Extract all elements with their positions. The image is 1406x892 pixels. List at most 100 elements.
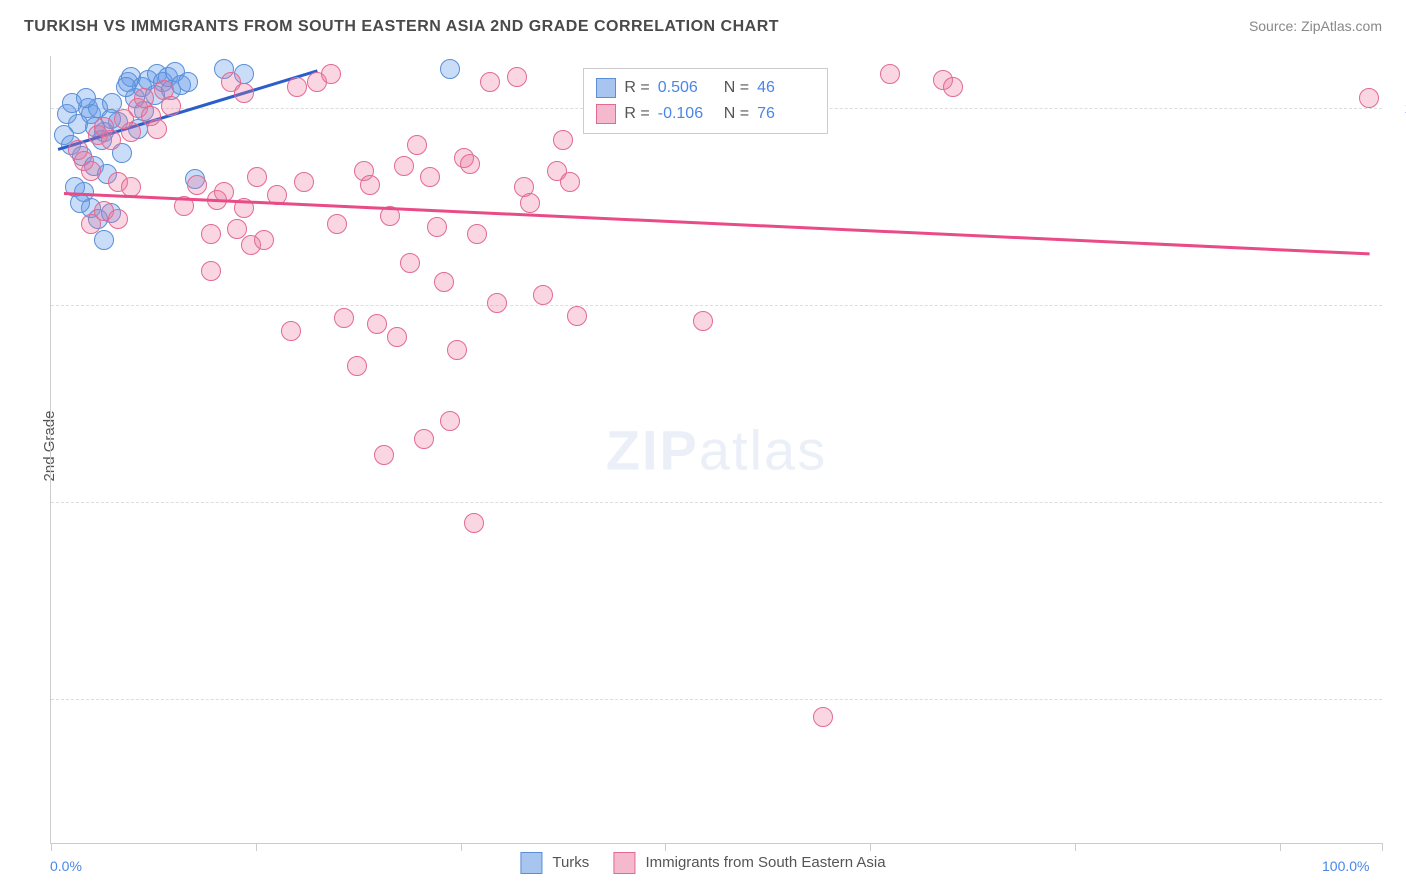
- scatter-point: [70, 193, 90, 213]
- scatter-point: [440, 59, 460, 79]
- legend-swatch-turks: [520, 852, 542, 874]
- scatter-point: [327, 214, 347, 234]
- stats-row: R = 0.506 N = 46: [596, 75, 815, 101]
- stats-swatch: [596, 78, 616, 98]
- scatter-point: [414, 429, 434, 449]
- scatter-point: [294, 172, 314, 192]
- legend-item-turks: Turks: [520, 852, 589, 874]
- x-tick-mark: [461, 843, 462, 851]
- x-tick-mark: [1280, 843, 1281, 851]
- x-axis-min-label: 0.0%: [50, 858, 82, 874]
- y-tick-label: 77.5%: [1392, 691, 1406, 707]
- scatter-point: [394, 156, 414, 176]
- legend-bottom: Turks Immigrants from South Eastern Asia: [520, 852, 885, 874]
- scatter-point: [187, 175, 207, 195]
- x-tick-mark: [51, 843, 52, 851]
- y-tick-label: 85.0%: [1392, 494, 1406, 510]
- stats-r-value: 0.506: [658, 75, 716, 101]
- x-tick-mark: [1075, 843, 1076, 851]
- scatter-point: [281, 321, 301, 341]
- stats-n-value: 76: [757, 101, 815, 127]
- y-tick-label: 92.5%: [1392, 297, 1406, 313]
- chart-title: TURKISH VS IMMIGRANTS FROM SOUTH EASTERN…: [24, 18, 779, 36]
- scatter-point: [201, 224, 221, 244]
- scatter-point: [360, 175, 380, 195]
- gridline-horizontal: [51, 699, 1382, 700]
- scatter-point: [880, 64, 900, 84]
- scatter-point: [447, 340, 467, 360]
- scatter-point: [400, 253, 420, 273]
- gridline-horizontal: [51, 502, 1382, 503]
- scatter-point: [347, 356, 367, 376]
- scatter-point: [533, 285, 553, 305]
- watermark-rest: atlas: [699, 418, 827, 481]
- x-tick-mark: [1382, 843, 1383, 851]
- stats-n-label: N =: [724, 75, 749, 101]
- scatter-point: [553, 130, 573, 150]
- scatter-point: [440, 411, 460, 431]
- stats-row: R = -0.106 N = 76: [596, 101, 815, 127]
- scatter-point: [161, 96, 181, 116]
- scatter-point: [247, 167, 267, 187]
- scatter-point: [254, 230, 274, 250]
- legend-swatch-immigrants: [613, 852, 635, 874]
- watermark: ZIPatlas: [606, 417, 827, 482]
- plot-area: ZIPatlas 77.5%85.0%92.5%100.0%R =0.506N …: [50, 56, 1382, 844]
- y-tick-label: 100.0%: [1392, 100, 1406, 116]
- scatter-point: [321, 64, 341, 84]
- watermark-bold: ZIP: [606, 418, 699, 481]
- scatter-point: [693, 311, 713, 331]
- chart-container: TURKISH VS IMMIGRANTS FROM SOUTH EASTERN…: [0, 0, 1406, 892]
- scatter-point: [134, 88, 154, 108]
- scatter-point: [374, 445, 394, 465]
- x-tick-mark: [256, 843, 257, 851]
- scatter-point: [407, 135, 427, 155]
- x-tick-mark: [870, 843, 871, 851]
- scatter-point: [147, 119, 167, 139]
- scatter-point: [76, 88, 96, 108]
- scatter-point: [434, 272, 454, 292]
- scatter-point: [234, 83, 254, 103]
- stats-swatch: [596, 104, 616, 124]
- stats-n-value: 46: [757, 75, 815, 101]
- gridline-horizontal: [51, 305, 1382, 306]
- x-axis-max-label: 100.0%: [1322, 858, 1369, 874]
- scatter-point: [567, 306, 587, 326]
- scatter-point: [813, 707, 833, 727]
- stats-r-label: R =: [624, 75, 649, 101]
- scatter-point: [507, 67, 527, 87]
- stats-box: R = 0.506 N = 46 R = -0.106 N = 76: [583, 68, 828, 134]
- scatter-point: [387, 327, 407, 347]
- scatter-point: [367, 314, 387, 334]
- source-name: ZipAtlas.com: [1301, 18, 1382, 34]
- scatter-point: [460, 154, 480, 174]
- scatter-point: [480, 72, 500, 92]
- scatter-point: [116, 77, 136, 97]
- scatter-point: [1359, 88, 1379, 108]
- scatter-point: [108, 209, 128, 229]
- scatter-point: [943, 77, 963, 97]
- scatter-point: [487, 293, 507, 313]
- legend-label-turks: Turks: [552, 854, 589, 871]
- stats-r-value: -0.106: [658, 101, 716, 127]
- scatter-point: [201, 261, 221, 281]
- stats-n-label: N =: [724, 101, 749, 127]
- stats-r-label: R =: [624, 101, 649, 127]
- scatter-point: [287, 77, 307, 97]
- source-label: Source:: [1249, 18, 1301, 34]
- scatter-point: [94, 230, 114, 250]
- legend-item-immigrants: Immigrants from South Eastern Asia: [613, 852, 885, 874]
- scatter-point: [427, 217, 447, 237]
- x-tick-mark: [665, 843, 666, 851]
- scatter-point: [101, 130, 121, 150]
- scatter-point: [560, 172, 580, 192]
- scatter-point: [81, 161, 101, 181]
- legend-label-immigrants: Immigrants from South Eastern Asia: [645, 854, 885, 871]
- scatter-point: [467, 224, 487, 244]
- scatter-point: [420, 167, 440, 187]
- scatter-point: [464, 513, 484, 533]
- source-attribution: Source: ZipAtlas.com: [1249, 18, 1382, 34]
- scatter-point: [121, 122, 141, 142]
- scatter-point: [178, 72, 198, 92]
- scatter-point: [334, 308, 354, 328]
